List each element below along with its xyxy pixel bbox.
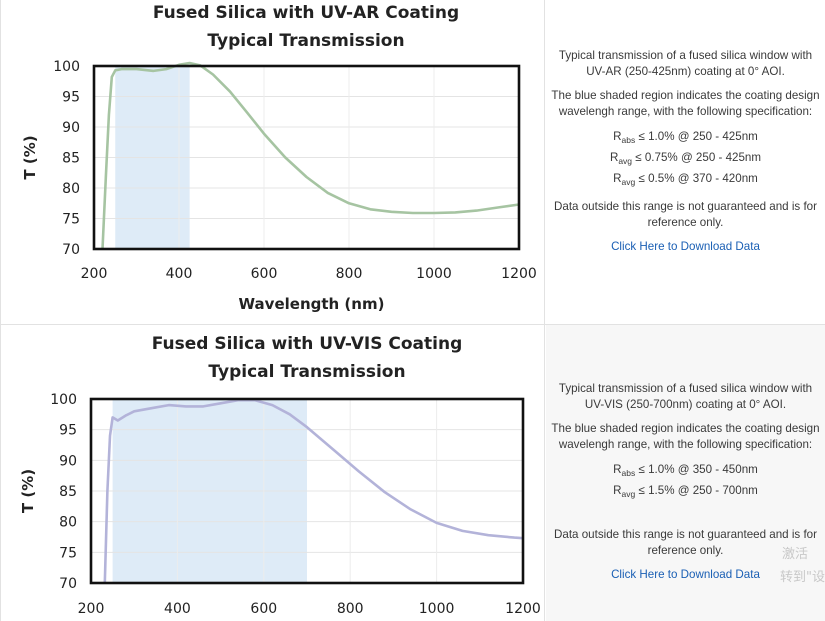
spec-line: Rabs ≤ 1.0% @ 350 - 450nm: [613, 463, 758, 478]
chart-title-line-1: Fused Silica with UV-AR Coating: [153, 3, 459, 23]
watermark-line-2: 转到"设: [780, 570, 825, 585]
x-tick-label: 200: [78, 601, 105, 617]
spec-line: Ravg ≤ 1.5% @ 250 - 700nm: [613, 484, 758, 499]
y-tick-label: 100: [50, 392, 77, 408]
chart-title-line-1: Fused Silica with UV-VIS Coating: [152, 334, 463, 354]
spec-line: Ravg ≤ 0.5% @ 370 - 420nm: [613, 172, 758, 187]
y-tick-label: 80: [59, 515, 77, 531]
y-tick-label: 75: [59, 545, 77, 561]
x-tick-label: 800: [336, 266, 363, 282]
x-tick-label: 800: [337, 601, 364, 617]
chart-panel-uv-ar: Fused Silica with UV-AR Coating Typical T…: [0, 0, 545, 324]
chart-panel-uv-vis: Fused Silica with UV-VIS Coating Typical …: [0, 325, 545, 621]
chart-title-line-2: Typical Transmission: [208, 362, 405, 382]
y-tick-label: 70: [59, 576, 77, 592]
download-data-link[interactable]: Click Here to Download Data: [611, 240, 760, 253]
y-tick-label: 70: [62, 242, 80, 258]
x-tick-label: 200: [81, 266, 108, 282]
x-axis-label: Wavelength (nm): [239, 295, 385, 313]
transmission-chart-uv-ar: Fused Silica with UV-AR Coating Typical T…: [21, 3, 537, 313]
y-tick-label: 100: [53, 59, 80, 75]
spec-list: Rabs ≤ 1.0% @ 250 - 425nm Ravg ≤ 0.75% @ …: [546, 128, 825, 191]
description-intro: Typical transmission of a fused silica w…: [558, 382, 813, 411]
description-region: The blue shaded region indicates the coa…: [551, 422, 820, 451]
x-tick-label: 1000: [419, 601, 455, 617]
download-data-link[interactable]: Click Here to Download Data: [611, 568, 760, 581]
plot-frame: [89, 397, 525, 585]
x-tick-label: 1200: [501, 266, 537, 282]
spec-line: Rabs ≤ 1.0% @ 250 - 425nm: [613, 130, 758, 145]
spec-list: Rabs ≤ 1.0% @ 350 - 450nm Ravg ≤ 1.5% @ 2…: [546, 461, 825, 503]
description-outside: Data outside this range is not guarantee…: [554, 200, 817, 229]
plot-frame: [92, 64, 521, 251]
y-tick-label: 85: [59, 484, 77, 500]
x-tick-label: 600: [250, 601, 277, 617]
y-tick-label: 95: [62, 90, 80, 106]
y-tick-label: 90: [59, 453, 77, 469]
watermark-line-1: 激活: [782, 547, 809, 562]
y-axis-label: T (%): [19, 469, 37, 513]
transmission-chart-uv-vis: Fused Silica with UV-VIS Coating Typical …: [19, 334, 541, 617]
description-intro: Typical transmission of a fused silica w…: [558, 49, 813, 78]
description-panel-uv-vis: Typical transmission of a fused silica w…: [546, 325, 825, 621]
x-tick-label: 400: [164, 601, 191, 617]
y-tick-label: 80: [62, 181, 80, 197]
y-tick-label: 75: [62, 212, 80, 228]
description-region: The blue shaded region indicates the coa…: [551, 89, 820, 118]
y-axis-label: T (%): [21, 135, 39, 179]
chart-row-uv-vis: Fused Silica with UV-VIS Coating Typical …: [0, 325, 825, 621]
x-tick-label: 400: [166, 266, 193, 282]
spec-line: Ravg ≤ 0.75% @ 250 - 425nm: [609, 151, 762, 166]
y-tick-label: 90: [62, 120, 80, 136]
transmission-curve: [101, 61, 520, 250]
chart-row-uv-ar: Fused Silica with UV-AR Coating Typical T…: [0, 0, 825, 325]
y-tick-label: 85: [62, 151, 80, 167]
y-tick-label: 95: [59, 423, 77, 439]
description-panel-uv-ar: Typical transmission of a fused silica w…: [546, 0, 825, 324]
x-tick-label: 1000: [416, 266, 452, 282]
x-tick-label: 600: [251, 266, 278, 282]
x-tick-label: 1200: [505, 601, 541, 617]
chart-title-line-2: Typical Transmission: [207, 31, 404, 51]
description-outside: Data outside this range is not guarantee…: [554, 528, 817, 557]
